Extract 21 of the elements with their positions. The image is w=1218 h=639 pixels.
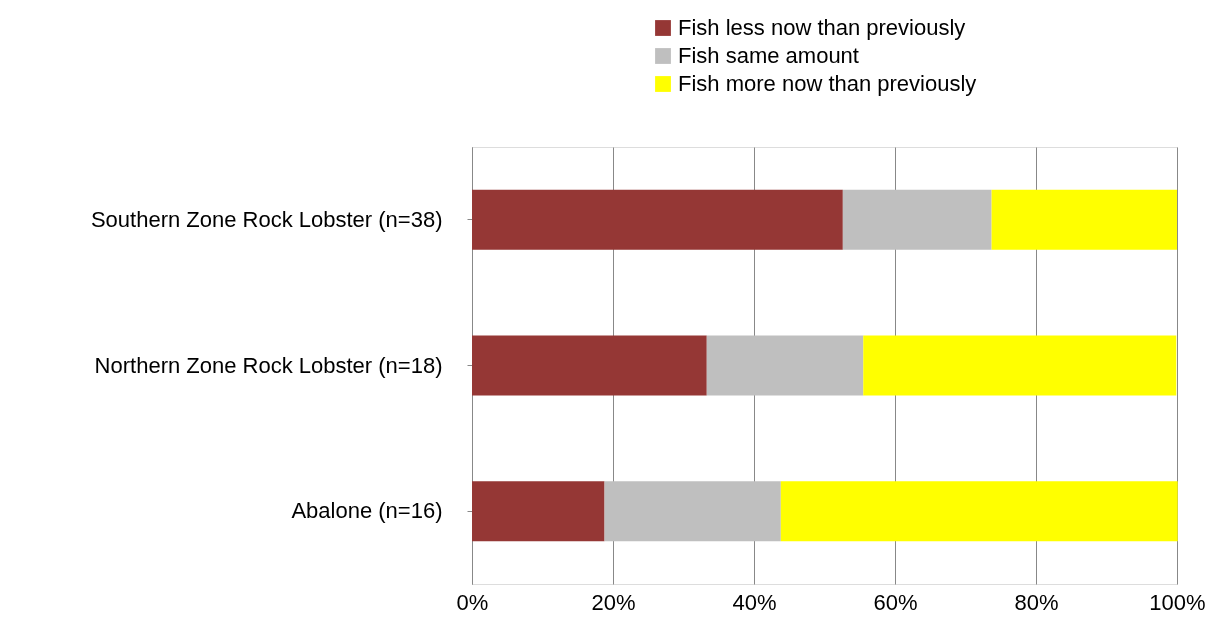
bar bbox=[472, 481, 605, 542]
x-tick-label: 20% bbox=[591, 589, 636, 615]
bar bbox=[842, 189, 992, 250]
y-tick-label: Northern Zone Rock Lobster (n=18) bbox=[94, 352, 443, 378]
bar bbox=[780, 481, 1178, 542]
x-tick-label: 100% bbox=[1149, 589, 1206, 615]
legend-label: Fish more now than previously bbox=[678, 71, 977, 96]
x-tick-label: 40% bbox=[732, 589, 777, 615]
bar bbox=[706, 335, 864, 396]
bar bbox=[604, 481, 781, 542]
x-tick-label: 0% bbox=[456, 589, 489, 615]
bar bbox=[991, 189, 1177, 250]
bar bbox=[863, 335, 1177, 396]
bar bbox=[472, 189, 843, 250]
y-tick-label: Southern Zone Rock Lobster (n=38) bbox=[90, 206, 443, 232]
y-tick-label: Abalone (n=16) bbox=[291, 498, 443, 524]
legend-label: Fish less now than previously bbox=[678, 15, 966, 40]
bar bbox=[472, 335, 707, 396]
legend-label: Fish same amount bbox=[678, 43, 859, 68]
x-tick-label: 80% bbox=[1014, 589, 1059, 615]
x-tick-label: 60% bbox=[873, 589, 918, 615]
